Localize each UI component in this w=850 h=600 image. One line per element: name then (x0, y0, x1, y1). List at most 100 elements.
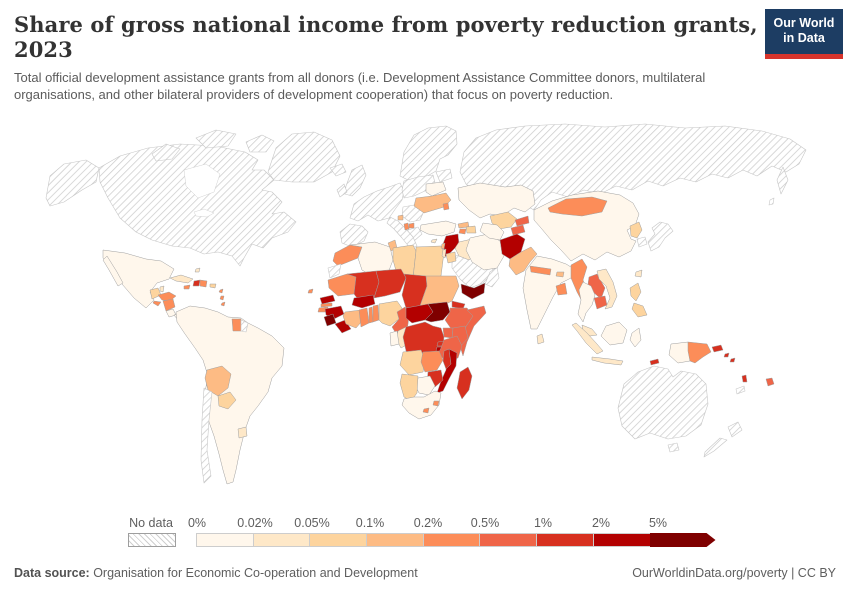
country-senegal[interactable] (319, 294, 336, 305)
country-chile[interactable] (200, 387, 213, 484)
country-zambia[interactable] (420, 350, 444, 373)
country-alaska[interactable] (45, 159, 100, 207)
country-angola[interactable] (399, 349, 426, 376)
country-tajikistan[interactable] (510, 224, 526, 236)
country-baltics[interactable] (435, 168, 453, 183)
legend-bin[interactable] (252, 533, 311, 547)
country-indonesia-papua[interactable] (668, 341, 691, 364)
legend-bin[interactable] (592, 533, 651, 547)
country-new-caledonia[interactable] (735, 385, 746, 395)
country-thailand[interactable] (577, 281, 596, 323)
country-togo[interactable] (368, 306, 374, 324)
country-ghana[interactable] (358, 307, 370, 328)
country-ukraine[interactable] (413, 192, 452, 214)
country-north-korea[interactable] (629, 221, 643, 239)
legend-bin[interactable] (479, 533, 538, 547)
country-kazakhstan[interactable] (457, 182, 536, 219)
country-philippines[interactable] (629, 282, 642, 302)
owid-logo[interactable]: Our World in Data (765, 9, 843, 59)
country-kurils[interactable] (768, 197, 775, 206)
country-mexico-baja[interactable] (102, 255, 124, 287)
country-timor-leste[interactable] (649, 358, 660, 366)
country-benin[interactable] (372, 304, 380, 323)
country-israel[interactable] (441, 248, 447, 259)
country-guatemala[interactable] (149, 287, 162, 300)
country-nepal[interactable] (529, 265, 552, 276)
country-bosnia[interactable] (397, 214, 404, 221)
country-iberia[interactable] (339, 223, 369, 248)
country-egypt[interactable] (412, 245, 445, 279)
country-sri-lanka[interactable] (536, 333, 545, 345)
country-honduras[interactable] (157, 291, 177, 302)
country-morocco[interactable] (332, 244, 363, 267)
country-north-macedonia[interactable] (408, 222, 415, 229)
country-western-sahara[interactable] (327, 263, 342, 279)
country-bahamas[interactable] (194, 267, 201, 273)
country-kyrgyzstan[interactable] (514, 215, 530, 227)
country-borneo[interactable] (600, 321, 628, 346)
country-vanuatu[interactable] (741, 374, 748, 383)
country-haiti[interactable] (192, 279, 201, 287)
footer-link[interactable]: OurWorldinData.org/poverty | CC BY (632, 566, 836, 580)
legend-bin-arrow[interactable] (650, 533, 716, 547)
country-new-britain[interactable] (711, 344, 724, 353)
country-niger[interactable] (373, 268, 407, 299)
country-south-korea[interactable] (636, 236, 648, 248)
country-nigeria[interactable] (378, 300, 403, 327)
country-puerto-rico[interactable] (209, 283, 217, 289)
country-turkey[interactable] (419, 220, 457, 237)
country-somalia[interactable] (459, 305, 487, 357)
legend-bin[interactable] (536, 533, 594, 547)
country-eswatini[interactable] (432, 400, 440, 407)
country-gabon[interactable] (389, 330, 400, 347)
country-new-zealand[interactable] (727, 421, 743, 438)
country-bangladesh[interactable] (555, 282, 568, 296)
country-albania[interactable] (403, 222, 410, 231)
country-belarus[interactable] (425, 181, 447, 197)
country-azerbaijan[interactable] (465, 225, 477, 234)
country-usa-canada[interactable] (98, 143, 297, 267)
country-sumatra[interactable] (571, 322, 604, 355)
country-lesser-antilles[interactable] (220, 301, 226, 307)
country-japan[interactable] (647, 221, 674, 252)
country-java[interactable] (591, 356, 624, 366)
legend-bin[interactable] (196, 533, 254, 547)
legend-bin[interactable] (309, 533, 368, 547)
country-solomon-islands[interactable] (729, 357, 736, 363)
no-data-swatch[interactable] (128, 533, 176, 547)
country-paraguay[interactable] (217, 391, 237, 410)
country-mongolia[interactable] (547, 196, 608, 217)
country-dominican-republic[interactable] (199, 279, 208, 288)
country-yemen[interactable] (460, 282, 486, 300)
country-belize[interactable] (159, 285, 165, 293)
country-greenland[interactable] (267, 131, 341, 183)
country-cambodia[interactable] (593, 295, 608, 310)
country-iceland[interactable] (329, 163, 347, 177)
country-moldova[interactable] (442, 202, 450, 211)
country-solomon-islands[interactable] (723, 352, 730, 358)
country-vietnam[interactable] (596, 268, 618, 310)
country-new-zealand[interactable] (703, 437, 728, 458)
country-uganda[interactable] (442, 327, 454, 339)
country-cuba[interactable] (169, 274, 194, 284)
country-uk[interactable] (344, 164, 367, 197)
country-papua-new-guinea[interactable] (687, 341, 712, 364)
country-cyprus[interactable] (430, 238, 438, 244)
country-lesser-antilles[interactable] (218, 288, 224, 294)
country-burkina-faso[interactable] (351, 294, 376, 309)
country-madagascar[interactable] (456, 366, 473, 400)
country-arctic-island[interactable] (151, 143, 181, 162)
country-arctic-island[interactable] (245, 134, 275, 153)
country-sulawesi[interactable] (629, 327, 642, 348)
country-fiji[interactable] (765, 377, 775, 387)
country-ireland[interactable] (336, 183, 348, 198)
country-philippines[interactable] (631, 302, 648, 318)
country-cape-verde[interactable] (307, 288, 314, 294)
country-jordan[interactable] (445, 251, 457, 264)
country-uruguay[interactable] (237, 426, 248, 439)
country-el-salvador[interactable] (152, 300, 162, 307)
country-nicaragua[interactable] (162, 298, 176, 312)
country-gambia[interactable] (320, 302, 333, 308)
country-western-europe[interactable] (349, 182, 405, 222)
legend-bin[interactable] (422, 533, 481, 547)
